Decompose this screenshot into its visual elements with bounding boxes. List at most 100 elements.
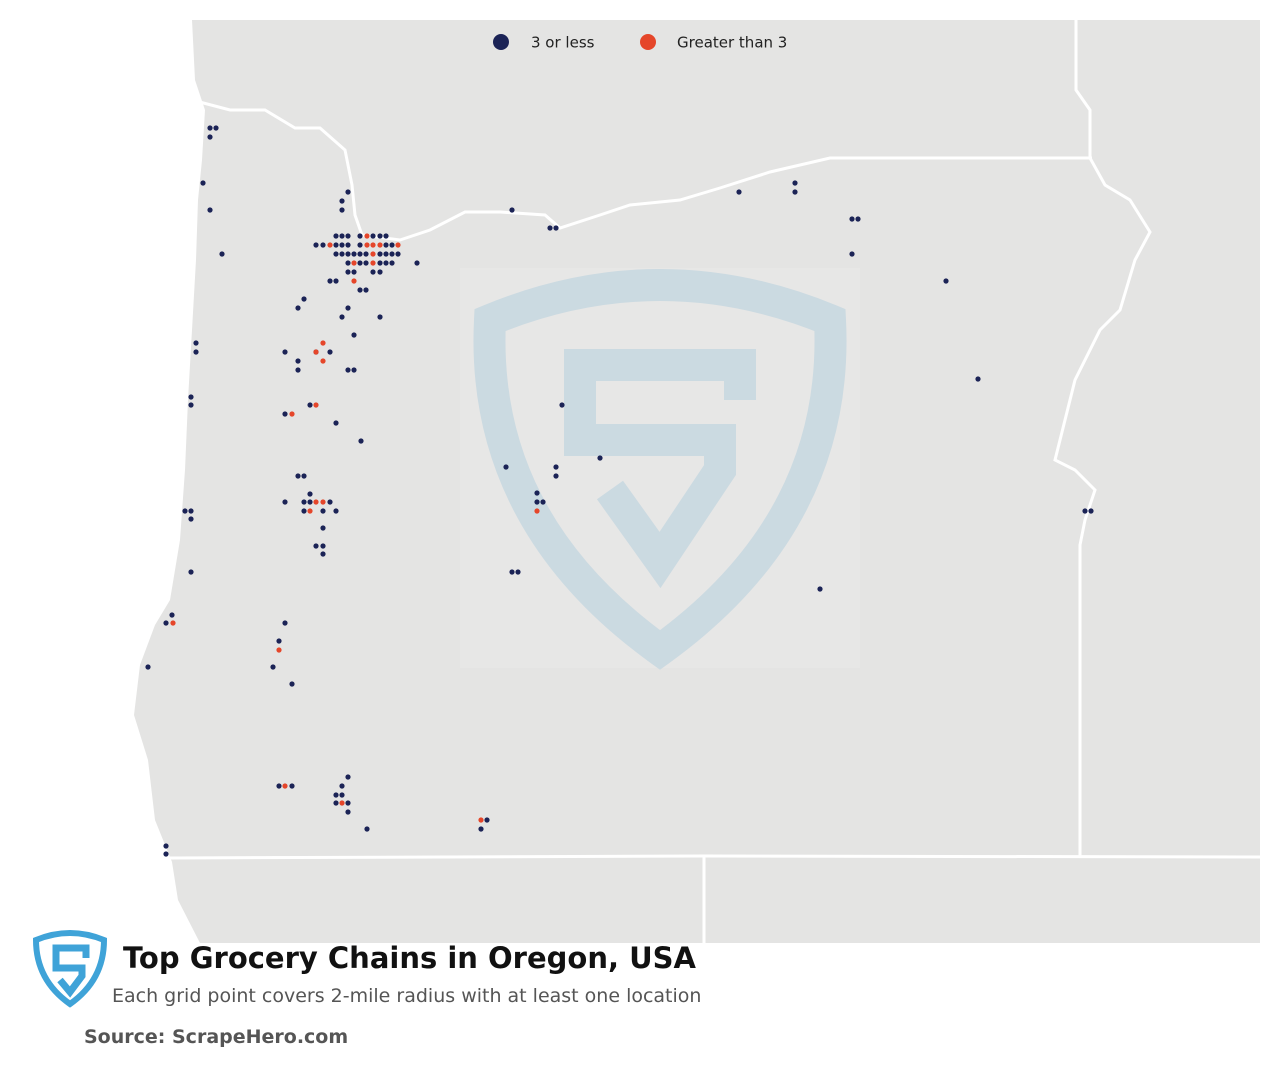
location-dot: [333, 251, 339, 257]
location-dot: [540, 499, 546, 505]
location-dot: [345, 260, 351, 266]
location-dot: [295, 305, 301, 311]
location-dot: [370, 251, 376, 257]
location-dot: [377, 269, 383, 275]
location-dot: [345, 800, 351, 806]
location-dot: [169, 612, 175, 618]
location-dot: [188, 402, 194, 408]
location-dot: [282, 411, 288, 417]
location-dot: [333, 278, 339, 284]
location-dot: [351, 260, 357, 266]
location-dot: [389, 242, 395, 248]
location-dot: [163, 620, 169, 626]
location-dot: [377, 260, 383, 266]
location-dot: [370, 269, 376, 275]
location-dot: [351, 251, 357, 257]
location-dot: [320, 525, 326, 531]
location-dot: [370, 260, 376, 266]
legend-swatch: [640, 34, 656, 50]
location-dots: [145, 125, 1094, 857]
location-dot: [509, 569, 515, 575]
location-dot: [282, 349, 288, 355]
location-dot: [534, 508, 540, 514]
source: Source: ScrapeHero.com: [84, 1026, 348, 1048]
location-dot: [339, 314, 345, 320]
location-dot: [282, 620, 288, 626]
location-dot: [357, 287, 363, 293]
location-dot: [320, 551, 326, 557]
legend: 3 or less Greater than 3: [493, 34, 787, 52]
location-dot: [1082, 508, 1088, 514]
location-dot: [339, 792, 345, 798]
location-dot: [357, 242, 363, 248]
location-dot: [792, 180, 798, 186]
location-dot: [357, 233, 363, 239]
location-dot: [383, 233, 389, 239]
location-dot: [320, 242, 326, 248]
location-dot: [163, 851, 169, 857]
location-dot: [351, 367, 357, 373]
location-dot: [736, 189, 742, 195]
location-dot: [553, 464, 559, 470]
location-dot: [478, 826, 484, 832]
location-dot: [295, 358, 301, 364]
location-dot: [383, 242, 389, 248]
location-dot: [364, 242, 370, 248]
location-dot: [188, 508, 194, 514]
location-dot: [200, 180, 206, 186]
location-dot: [327, 278, 333, 284]
location-dot: [339, 251, 345, 257]
location-dot: [345, 809, 351, 815]
location-dot: [363, 287, 369, 293]
location-dot: [503, 464, 509, 470]
location-dot: [377, 242, 383, 248]
location-dot: [377, 251, 383, 257]
location-dot: [364, 826, 370, 832]
location-dot: [219, 251, 225, 257]
location-dot: [377, 233, 383, 239]
location-dot: [320, 340, 326, 346]
location-dot: [345, 233, 351, 239]
title: Top Grocery Chains in Oregon, USA: [123, 941, 697, 975]
location-dot: [1088, 508, 1094, 514]
location-dot: [182, 508, 188, 514]
location-dot: [395, 242, 401, 248]
location-dot: [276, 638, 282, 644]
location-dot: [792, 189, 798, 195]
legend-label: 3 or less: [531, 34, 595, 52]
location-dot: [345, 242, 351, 248]
location-dot: [383, 251, 389, 257]
location-dot: [339, 800, 345, 806]
location-dot: [276, 783, 282, 789]
location-dot: [333, 233, 339, 239]
location-dot: [295, 473, 301, 479]
location-dot: [333, 420, 339, 426]
location-dot: [333, 242, 339, 248]
location-dot: [339, 198, 345, 204]
location-dot: [207, 207, 213, 213]
location-dot: [975, 376, 981, 382]
location-dot: [559, 402, 565, 408]
location-dot: [295, 367, 301, 373]
location-dot: [351, 269, 357, 275]
location-dot: [339, 207, 345, 213]
location-dot: [313, 543, 319, 549]
location-dot: [145, 664, 151, 670]
location-dot: [320, 543, 326, 549]
location-dot: [289, 681, 295, 687]
state-borders: [169, 20, 1261, 943]
location-dot: [547, 225, 553, 231]
location-dot: [213, 125, 219, 131]
legend-label: Greater than 3: [677, 34, 787, 52]
location-dot: [345, 367, 351, 373]
location-dot: [282, 499, 288, 505]
location-dot: [509, 207, 515, 213]
location-dot: [345, 251, 351, 257]
legend-swatch: [493, 34, 509, 50]
location-dot: [339, 783, 345, 789]
location-dot: [351, 332, 357, 338]
watermark: [460, 268, 860, 670]
location-dot: [289, 411, 295, 417]
location-dot: [553, 473, 559, 479]
